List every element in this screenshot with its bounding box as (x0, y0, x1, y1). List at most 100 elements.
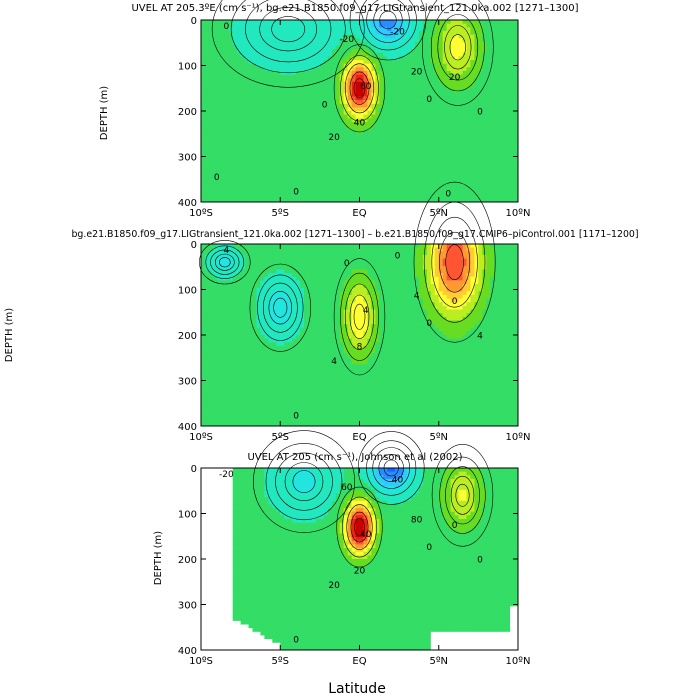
field-cell (244, 38, 249, 43)
field-cell (232, 385, 238, 390)
field-cell (351, 67, 356, 72)
field-cell (327, 147, 333, 152)
field-cell (292, 136, 297, 141)
field-cell (272, 298, 277, 303)
field-cell (391, 49, 396, 54)
field-cell (327, 38, 333, 43)
field-cell (252, 349, 257, 354)
field-cell (347, 121, 352, 126)
field-cell (212, 309, 218, 314)
field-cell (383, 121, 388, 126)
field-cell (411, 129, 416, 134)
field-cell (502, 114, 507, 119)
field-cell (450, 183, 455, 188)
field-cell (506, 45, 511, 50)
field-cell (220, 287, 226, 292)
field-cell (244, 309, 249, 314)
field-cell (252, 338, 257, 343)
field-cell (506, 136, 511, 141)
field-cell (363, 100, 368, 105)
field-cell (268, 41, 273, 46)
field-cell (367, 20, 372, 25)
field-cell (232, 305, 238, 310)
field-cell (399, 63, 404, 68)
field-cell (201, 81, 206, 86)
field-cell (256, 265, 261, 270)
field-cell (331, 41, 337, 46)
field-cell (236, 34, 242, 39)
field-cell (224, 269, 230, 274)
field-cell (296, 103, 301, 108)
field-cell (201, 335, 206, 340)
field-cell (256, 172, 261, 177)
field-cell (418, 191, 424, 196)
field-cell (216, 183, 222, 188)
field-cell (494, 23, 499, 28)
field-cell (232, 382, 238, 387)
field-cell (212, 273, 218, 278)
field-cell (407, 158, 412, 163)
field-cell (204, 284, 210, 289)
field-cell (300, 140, 305, 145)
field-cell (379, 147, 384, 152)
field-cell (343, 121, 349, 126)
field-cell (216, 147, 222, 152)
field-cell (478, 85, 483, 90)
field-cell (296, 45, 301, 50)
field-cell (367, 74, 372, 79)
field-cell (355, 107, 360, 112)
field-cell (304, 78, 309, 83)
field-cell (363, 169, 368, 174)
field-cell (315, 158, 321, 163)
field-cell (228, 273, 234, 278)
field-cell (351, 103, 356, 108)
field-cell (490, 147, 495, 152)
field-cell (236, 396, 242, 401)
field-cell (276, 198, 281, 203)
field-cell (502, 41, 507, 46)
field-cell (232, 422, 238, 427)
field-cell (442, 143, 448, 148)
field-cell (498, 172, 503, 177)
field-cell (498, 114, 503, 119)
field-cell (304, 89, 309, 94)
field-cell (307, 41, 313, 46)
field-cell (311, 198, 317, 203)
field-cell (418, 107, 424, 112)
field-cell (490, 111, 495, 116)
field-cell (228, 389, 234, 394)
field-cell (264, 284, 269, 289)
field-cell (260, 404, 265, 409)
field-cell (264, 60, 269, 65)
field-cell (260, 49, 265, 54)
field-cell (236, 67, 242, 72)
field-cell (284, 140, 289, 145)
field-cell (204, 151, 210, 156)
field-cell (256, 418, 261, 423)
field-cell (454, 198, 459, 203)
field-cell (272, 70, 277, 75)
field-cell (442, 96, 448, 101)
field-cell (466, 67, 471, 72)
field-cell (276, 118, 281, 123)
field-cell (244, 161, 249, 166)
field-cell (244, 129, 249, 134)
field-cell (319, 198, 325, 203)
field-cell (359, 100, 364, 105)
field-cell (232, 316, 238, 321)
field-cell (383, 70, 388, 75)
field-cell (343, 111, 349, 116)
field-cell (462, 198, 467, 203)
field-cell (514, 67, 519, 72)
field-cell (260, 302, 265, 307)
field-cell (367, 154, 372, 159)
field-cell (288, 38, 293, 43)
field-cell (343, 20, 349, 25)
field-cell (486, 92, 491, 97)
field-cell (307, 198, 313, 203)
field-cell (244, 165, 249, 170)
field-cell (201, 132, 206, 137)
field-cell (208, 360, 214, 365)
field-cell (220, 356, 226, 361)
field-cell (256, 67, 261, 72)
